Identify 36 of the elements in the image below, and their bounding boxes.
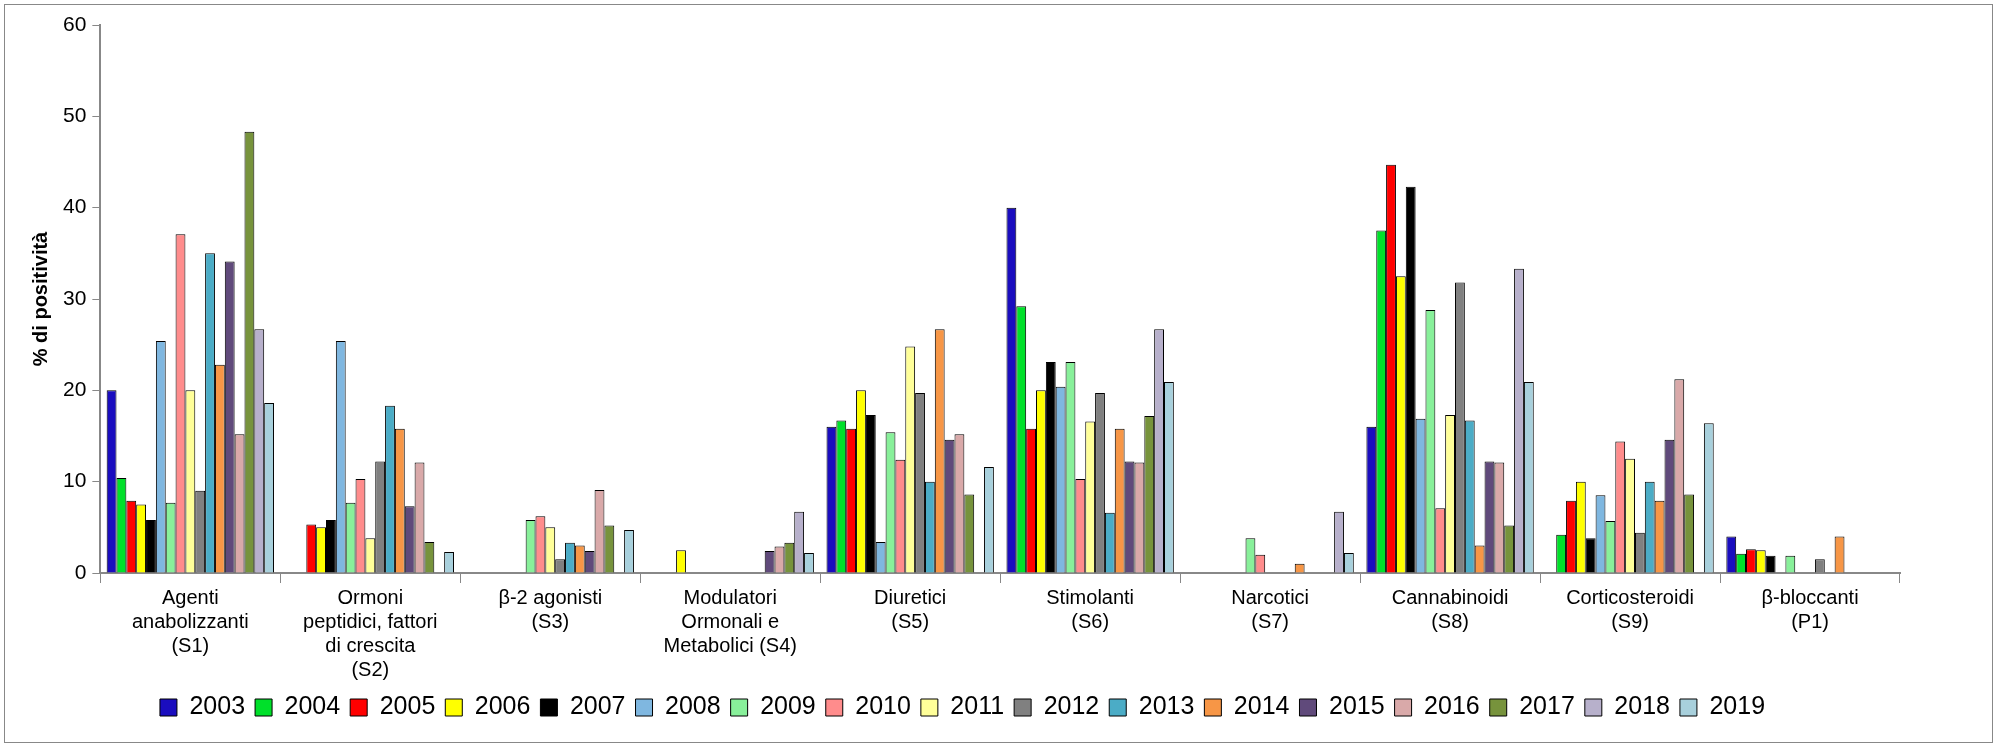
x-tick-label: Agenti anabolizzanti (S1) (131, 585, 249, 656)
legend-label: 2005 (379, 691, 436, 720)
y-axis-title: % di positività (28, 230, 51, 367)
legend-label: 2006 (474, 691, 531, 720)
legend-label: 2017 (1519, 691, 1575, 720)
y-tick-label: 10 (63, 468, 87, 492)
legend-label: 2016 (1424, 691, 1480, 720)
legend-label: 2019 (1709, 691, 1766, 720)
x-tick-label: Corticosteroidi (S9) (1566, 585, 1694, 632)
legend-label: 2014 (1233, 691, 1290, 720)
legend-label: 2015 (1328, 691, 1385, 720)
y-tick-label: 0 (74, 559, 87, 583)
legend-label: 2004 (284, 691, 341, 720)
y-tick-label: 60 (63, 11, 87, 35)
x-tick-label: Narcotici (S7) (1231, 585, 1310, 632)
y-tick-label: 50 (63, 103, 87, 127)
legend-label: 2013 (1138, 691, 1195, 720)
legend-label: 2007 (569, 691, 626, 720)
legend-label: 2011 (950, 691, 1005, 720)
x-tick-label: β-2 agonisti (S3) (498, 585, 603, 632)
x-tick-label: β-bloccanti (P1) (1761, 585, 1859, 632)
legend-label: 2012 (1043, 691, 1100, 720)
y-tick-label: 20 (63, 377, 87, 401)
y-tick-label: 40 (63, 194, 87, 218)
legend-label: 2018 (1614, 691, 1670, 720)
legend-label: 2010 (855, 691, 911, 720)
y-tick-label: 30 (63, 285, 87, 309)
legend-label: 2008 (665, 691, 721, 720)
x-tick-label: Diuretici (S5) (874, 585, 947, 632)
bar (1765, 555, 1776, 573)
x-tick-label: Cannabinoidi (S8) (1391, 585, 1509, 632)
legend-label: 2003 (189, 691, 246, 720)
x-tick-label: Ormoni peptidici, fattori di crescita (S2) (303, 585, 438, 680)
x-tick-label: Stimolanti (S6) (1046, 585, 1135, 632)
x-tick-label: Modulatori Ormonali e Metabolici (S4) (663, 585, 797, 656)
legend-label: 2009 (760, 691, 816, 720)
